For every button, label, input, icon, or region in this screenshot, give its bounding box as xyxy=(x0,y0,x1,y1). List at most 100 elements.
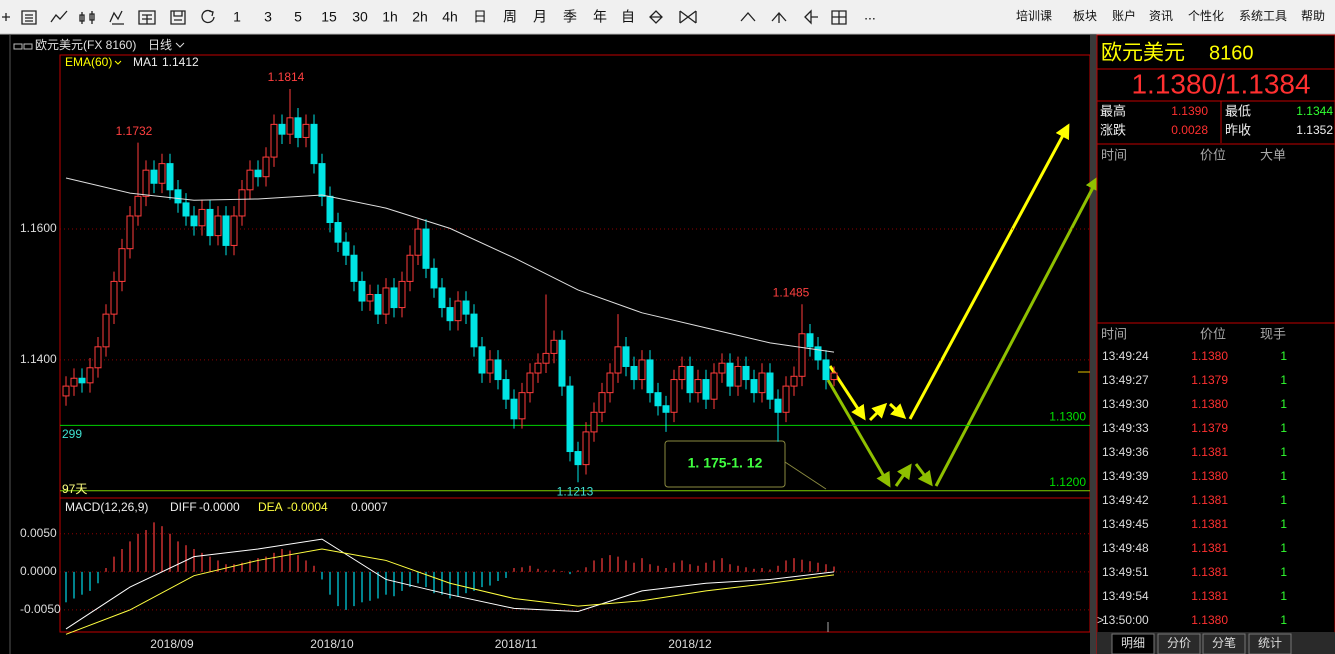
row-cursor: > xyxy=(1097,613,1104,627)
tab[interactable] xyxy=(1248,633,1292,654)
tab-label[interactable]: 明细 xyxy=(1121,636,1145,650)
menu-item[interactable]: 培训课 xyxy=(1016,8,1052,23)
trade-price: 1.1380 xyxy=(1191,613,1228,627)
candle-body xyxy=(470,313,478,348)
period-button[interactable]: 季 xyxy=(563,9,577,25)
candle-body xyxy=(78,377,86,384)
icon[interactable] xyxy=(201,9,215,24)
candle-body xyxy=(750,379,758,394)
candle-body xyxy=(694,379,702,394)
tab-label[interactable]: 分价 xyxy=(1167,636,1191,650)
level-label: 1.1200 xyxy=(1049,475,1086,489)
candle-body xyxy=(646,359,654,394)
period-button[interactable]: 日 xyxy=(473,9,487,25)
trade-price: 1.1380 xyxy=(1191,469,1228,483)
trade-volume: 1 xyxy=(1280,613,1287,627)
icon[interactable] xyxy=(21,10,37,25)
side-label: 97天 xyxy=(62,482,87,496)
legend-value: 1.1412 xyxy=(162,55,199,69)
candle-body xyxy=(342,241,350,256)
icon[interactable] xyxy=(79,11,95,24)
candle-body xyxy=(670,379,678,413)
candle-body xyxy=(502,379,510,400)
quote-value: 1.1344 xyxy=(1296,104,1333,118)
extreme-label: 1.1485 xyxy=(773,285,810,299)
tab-label[interactable]: 统计 xyxy=(1258,636,1282,650)
trade-price: 1.1381 xyxy=(1191,517,1228,531)
x-tick-label: 2018/11 xyxy=(495,637,538,651)
quote-name: 欧元美元 xyxy=(1101,42,1185,65)
column-header: 现手 xyxy=(1260,326,1286,341)
chart-frame xyxy=(9,35,1097,654)
candle-body xyxy=(718,362,726,374)
period-button[interactable]: 15 xyxy=(321,9,337,25)
icon[interactable] xyxy=(50,10,68,23)
dropdown-icon xyxy=(114,60,122,65)
y-tick-label: -0.0050 xyxy=(20,602,61,616)
arrow xyxy=(894,463,912,487)
trade-volume: 1 xyxy=(1280,565,1287,579)
candle-body xyxy=(574,451,582,466)
candle-body xyxy=(150,169,158,184)
candle-body xyxy=(534,362,542,374)
extreme-label: 1.1213 xyxy=(557,484,594,498)
icon[interactable] xyxy=(831,10,847,25)
tab-label[interactable]: 分笔 xyxy=(1212,635,1236,650)
menu-item[interactable]: 系统工具 xyxy=(1239,9,1287,23)
candle-body xyxy=(126,215,134,250)
candle-body xyxy=(702,379,710,400)
menu-item[interactable]: 个性化 xyxy=(1188,9,1224,23)
period-button[interactable]: 1h xyxy=(382,9,398,25)
tab[interactable] xyxy=(1111,633,1155,654)
candle-body xyxy=(86,367,94,384)
icon[interactable] xyxy=(2,13,10,21)
period-button[interactable]: 1 xyxy=(233,9,241,25)
quote-label: 最低 xyxy=(1225,103,1251,118)
note-text: 1. 175-1. 12 xyxy=(688,455,763,471)
menu-item[interactable]: 板块 xyxy=(1073,9,1097,23)
candle-body xyxy=(486,359,494,374)
menu-item[interactable]: 帮助 xyxy=(1301,9,1325,23)
menu-item[interactable]: 账户 xyxy=(1112,8,1136,23)
icon[interactable] xyxy=(109,10,124,25)
candle-body xyxy=(390,287,398,309)
column-header: 时间 xyxy=(1101,147,1127,162)
tab[interactable] xyxy=(1157,633,1201,654)
tab[interactable] xyxy=(1202,633,1246,654)
period-button[interactable]: 3 xyxy=(264,9,272,25)
candle-body xyxy=(830,372,838,381)
candle-body xyxy=(614,346,622,374)
more-button[interactable]: ... xyxy=(864,7,876,23)
icon[interactable] xyxy=(771,12,787,23)
period-button[interactable]: 自 xyxy=(621,9,635,25)
quote-label: 涨跌 xyxy=(1100,122,1126,137)
menu-item[interactable]: 资讯 xyxy=(1149,9,1173,23)
icon[interactable] xyxy=(679,10,697,24)
arrow xyxy=(888,402,907,420)
period-button[interactable]: 月 xyxy=(533,9,547,25)
trade-time: 13:49:51 xyxy=(1102,565,1149,579)
icon[interactable] xyxy=(138,10,156,25)
candle-body xyxy=(246,169,254,191)
period-button[interactable]: 30 xyxy=(352,9,368,25)
icon[interactable] xyxy=(170,10,186,25)
icon[interactable] xyxy=(804,9,818,25)
candle-body xyxy=(62,385,70,397)
candle-body xyxy=(662,405,670,413)
period-button[interactable]: 年 xyxy=(593,9,607,25)
period-button[interactable]: 2h xyxy=(412,9,428,25)
candle-body xyxy=(238,189,246,217)
legend-entry: DIFF xyxy=(170,500,197,514)
period-button[interactable]: 4h xyxy=(442,9,458,25)
legend-value: -0.0004 xyxy=(287,500,328,514)
trade-volume: 1 xyxy=(1280,469,1287,483)
period-button[interactable]: 5 xyxy=(294,9,302,25)
icon[interactable] xyxy=(740,12,756,22)
period-button[interactable]: 周 xyxy=(503,9,517,25)
note-box xyxy=(664,440,827,490)
trade-volume: 1 xyxy=(1280,397,1287,411)
icon[interactable] xyxy=(649,10,663,24)
side-panel-bg xyxy=(1096,34,1335,654)
candle-body xyxy=(630,365,638,381)
